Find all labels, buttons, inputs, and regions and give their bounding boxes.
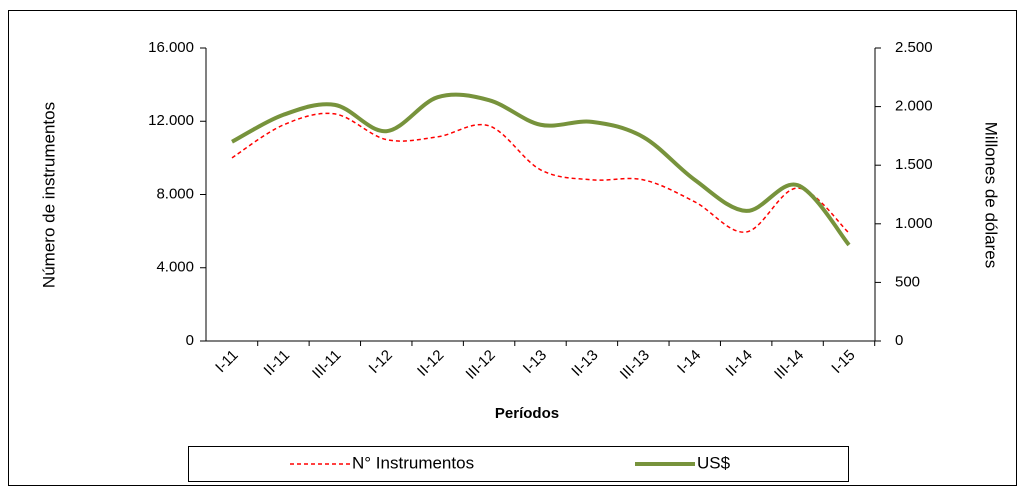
x-axis-label: Períodos	[495, 405, 559, 422]
series-line	[231, 112, 850, 234]
y2-axis-label: Millones de dólares	[982, 122, 1001, 268]
x-tick-label: III-12	[463, 347, 499, 383]
y-axis-label: Número de instrumentos	[39, 102, 58, 288]
y2-tick-label: 0	[895, 332, 903, 349]
y-tick-label: 0	[186, 332, 194, 349]
legend-label: N° Instrumentos	[352, 453, 474, 472]
x-tick-label: I-15	[828, 347, 858, 377]
x-tick-label: I-14	[674, 347, 704, 377]
legend-box	[188, 446, 849, 482]
x-tick-label: I-13	[520, 347, 550, 377]
y-tick-label: 12.000	[148, 112, 194, 129]
y2-tick-label: 500	[895, 273, 920, 290]
x-tick-label: I-12	[366, 347, 396, 377]
x-tick-label: III-13	[617, 347, 653, 383]
y-tick-label: 8.000	[156, 185, 194, 202]
x-tick-label: II-12	[414, 347, 447, 380]
y-tick-label: 16.000	[148, 39, 194, 56]
x-tick-label: II-11	[261, 347, 293, 379]
x-tick-label: III-11	[309, 347, 344, 382]
x-tick-label: II-14	[723, 347, 756, 380]
y2-tick-label: 2.000	[895, 98, 933, 115]
series-line	[231, 92, 851, 247]
x-tick-label: II-13	[568, 347, 601, 380]
x-tick-label: III-14	[771, 347, 807, 383]
legend-label: US$	[697, 453, 731, 472]
y-tick-label: 4.000	[156, 259, 194, 276]
y2-tick-label: 1.500	[895, 156, 933, 173]
frame	[8, 10, 1017, 486]
y2-tick-label: 2.500	[895, 39, 933, 56]
y2-tick-label: 1.000	[895, 215, 933, 232]
x-tick-label: I-11	[212, 347, 242, 377]
